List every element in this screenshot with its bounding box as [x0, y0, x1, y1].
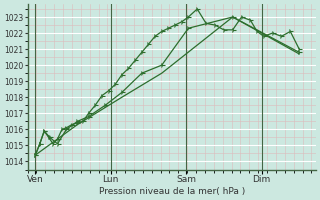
X-axis label: Pression niveau de la mer( hPa ): Pression niveau de la mer( hPa ) [99, 187, 245, 196]
